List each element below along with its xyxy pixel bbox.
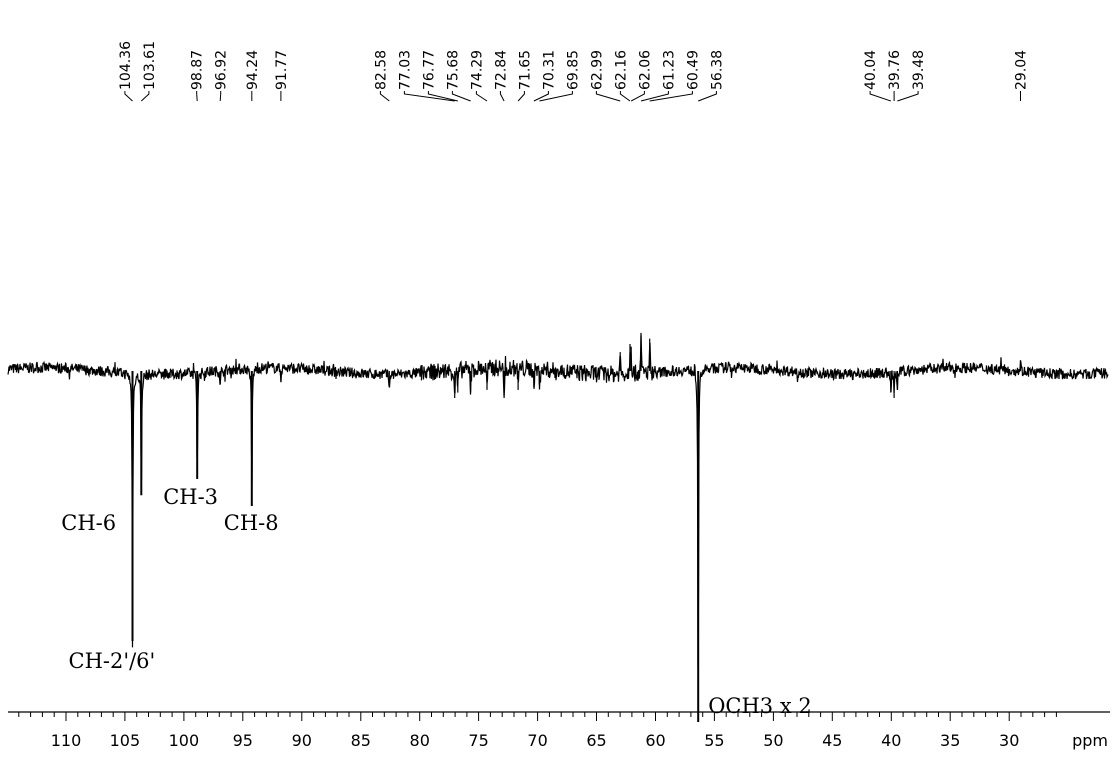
spectrum-trace-layer [7,332,1109,722]
peak-label: 69.85 [565,50,581,90]
peak-assignment-label: CH-6 [61,511,116,535]
peak-leader-line [533,91,549,102]
peak-label: 91.77 [274,50,290,90]
peak-label: 62.06 [637,50,653,90]
x-tick-label: 45 [822,731,842,750]
x-tick-label: 75 [468,731,488,750]
peak-label: 56.38 [709,50,725,90]
x-tick-label: 110 [51,731,82,750]
x-tick-label: 100 [169,731,200,750]
peak-leader-line [124,91,133,102]
peak-leader-line [196,91,198,102]
peak-leader-line [517,91,525,102]
peak-label: 61.23 [661,50,677,90]
peak-label: 74.29 [469,50,485,90]
x-tick-label: 60 [645,731,665,750]
peak-leader-line [698,91,717,102]
peak-assignment-label: CH-2'/6' [69,649,156,673]
x-tick-label: 80 [410,731,430,750]
spectrum-trace [7,332,1109,668]
peak-leader-line [897,91,919,102]
peak-leader-line [619,91,631,102]
peak-label: 39.76 [887,50,903,90]
peak-label: 76.77 [421,50,437,90]
peak-leader-line [640,91,669,102]
peak-label: 62.16 [613,50,629,90]
x-tick-label: 70 [527,731,547,750]
peak-leader-line [499,91,505,102]
x-tick-label: 85 [351,731,371,750]
x-axis-title: ppm [1072,731,1108,750]
x-tick-label: 65 [586,731,606,750]
peak-label: 77.03 [397,50,413,90]
peak-label: 104.36 [118,41,134,90]
peak-label: 72.84 [493,50,509,90]
x-tick-label: 35 [940,731,960,750]
x-axis: 110 105 100 95 90 85 80 75 70 65 60 55 50 45 40 35 30 ppm [8,711,1110,750]
peak-label: 60.49 [685,50,701,90]
peak-leader-line [451,91,471,102]
peak-label: 94.24 [245,50,261,90]
peak-leader-line [630,91,645,102]
peak-label: 82.58 [373,50,389,90]
x-tick-label: 95 [233,731,253,750]
peak-label: 39.48 [911,50,927,90]
x-tick-label: 50 [763,731,783,750]
annotation-layer: CH-2'/6' CH-6 CH-3CH-8 OCH3 x 2 [61,485,811,718]
peak-label: 71.65 [517,50,533,90]
peak-assignment-label: CH-8 [224,511,279,535]
peak-leader-line [219,91,222,102]
x-tick-label: 90 [292,731,312,750]
peak-label: 62.99 [589,50,605,90]
x-tick-label: 30 [999,731,1019,750]
peak-assignment-label: CH-3 [163,485,218,509]
peak-label: 103.61 [142,41,158,90]
peak-label: 70.31 [541,50,557,90]
peak-leader-line [427,91,458,102]
peak-label: 98.87 [190,50,206,90]
peak-leader-line [140,91,150,102]
peak-leader-line [403,91,455,102]
peak-leader-line [869,91,891,102]
peak-label: 29.04 [1014,50,1030,90]
peak-leader-line [475,91,488,102]
peak-leader-line [649,91,693,102]
peak-label-layer: 104.36 103.61 98.87 96.92 94.24 91.77 82.58 77.… [118,41,1030,102]
peak-leader-line [379,91,390,102]
peak-label: 75.68 [445,50,461,90]
peak-assignment-label: OCH3 x 2 [708,694,812,718]
peak-leader-line [539,91,573,102]
peak-label: 96.92 [214,50,230,90]
x-tick-label: 55 [704,731,724,750]
peak-leader-line [595,91,621,102]
peak-label: 40.04 [863,50,879,90]
x-tick-label: 40 [881,731,901,750]
x-tick-label: 105 [110,731,141,750]
